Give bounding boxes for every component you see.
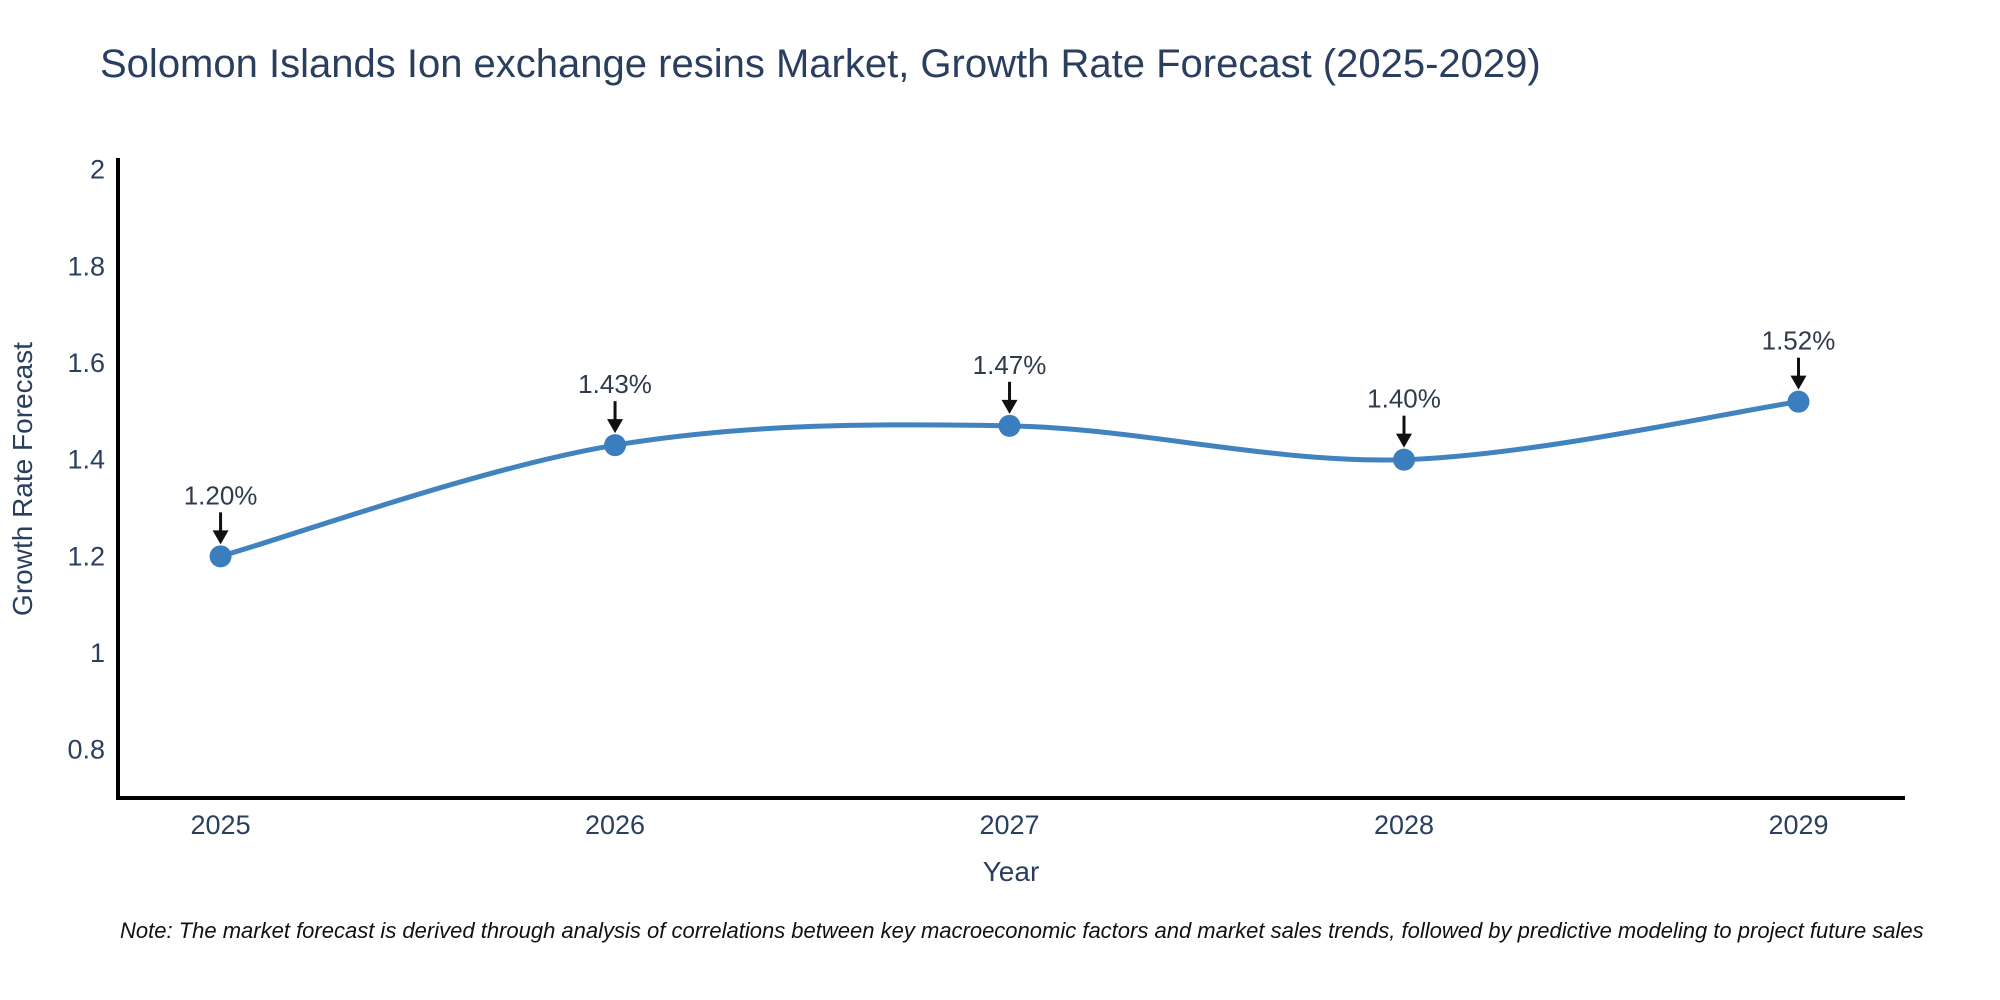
point-annotation: 1.47% bbox=[973, 350, 1047, 414]
data-point-marker[interactable] bbox=[1787, 390, 1810, 413]
point-value-label: 1.40% bbox=[1367, 384, 1441, 414]
x-tick-label: 2026 bbox=[585, 810, 645, 840]
point-annotation: 1.52% bbox=[1762, 326, 1836, 390]
x-tick-label: 2028 bbox=[1374, 810, 1434, 840]
y-axis-tick-labels: 0.8 1 1.2 1.4 1.6 1.8 2 bbox=[67, 155, 105, 765]
data-point-marker[interactable] bbox=[1393, 448, 1416, 471]
annotation-arrowhead-icon bbox=[212, 530, 229, 545]
x-axis-title: Year bbox=[983, 856, 1040, 887]
point-annotations: 1.20% 1.43% 1.47% 1.40% 1.52% bbox=[184, 326, 1836, 545]
annotation-arrowhead-icon bbox=[607, 419, 624, 434]
x-tick-label: 2029 bbox=[1768, 810, 1828, 840]
x-axis-tick-labels: 2025 2026 2027 2028 2029 bbox=[191, 810, 1829, 840]
annotation-arrowhead-icon bbox=[1001, 399, 1018, 414]
point-annotation: 1.20% bbox=[184, 480, 258, 545]
y-axis-title: Growth Rate Forecast bbox=[7, 342, 38, 616]
point-annotation: 1.40% bbox=[1367, 384, 1441, 448]
y-tick-label: 1.2 bbox=[67, 541, 105, 571]
y-tick-label: 1.4 bbox=[67, 445, 105, 475]
data-point-marker[interactable] bbox=[209, 545, 232, 568]
y-tick-label: 2 bbox=[90, 155, 105, 185]
data-point-marker[interactable] bbox=[604, 434, 627, 457]
data-point-marker[interactable] bbox=[998, 414, 1021, 437]
point-value-label: 1.52% bbox=[1762, 326, 1836, 356]
x-tick-label: 2025 bbox=[191, 810, 251, 840]
x-tick-label: 2027 bbox=[979, 810, 1039, 840]
point-value-label: 1.43% bbox=[578, 369, 652, 399]
point-value-label: 1.20% bbox=[184, 480, 258, 510]
footnote: Note: The market forecast is derived thr… bbox=[120, 918, 1924, 943]
y-tick-label: 1 bbox=[90, 638, 105, 668]
y-tick-label: 0.8 bbox=[67, 735, 105, 765]
point-annotation: 1.43% bbox=[578, 369, 652, 434]
annotation-arrowhead-icon bbox=[1396, 433, 1413, 448]
point-value-label: 1.47% bbox=[973, 350, 1047, 380]
y-tick-label: 1.8 bbox=[67, 251, 105, 281]
y-tick-label: 1.6 bbox=[67, 348, 105, 378]
line-series bbox=[209, 390, 1810, 568]
annotation-arrowhead-icon bbox=[1790, 375, 1807, 390]
chart-title: Solomon Islands Ion exchange resins Mark… bbox=[100, 42, 1541, 86]
axes: 0.8 1 1.2 1.4 1.6 1.8 2 2025 2026 2027 2028 2029 bbox=[67, 155, 1905, 840]
